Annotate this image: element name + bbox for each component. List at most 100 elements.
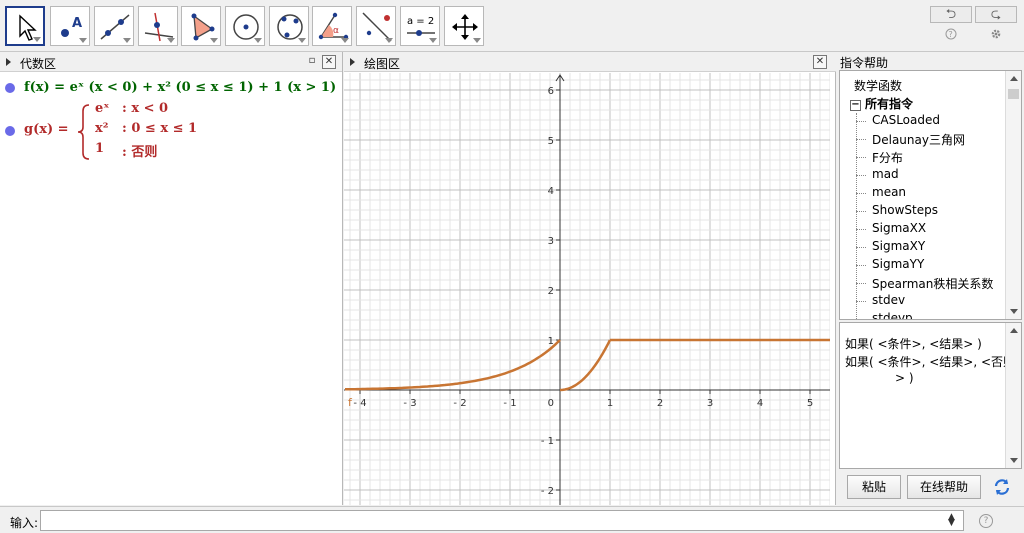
perpendicular-tool[interactable] [138,6,178,46]
y-tick-label: - 1 [541,436,554,447]
input-help-icon[interactable]: ? [979,514,993,528]
line-through-points-icon [100,14,130,40]
x-tick-label: - 1 [503,398,516,409]
slider-icon: a = 2 [407,16,435,36]
x-tick-label: 4 [757,398,763,409]
tree-item[interactable]: SigmaYY [872,257,925,271]
g-label: g(x) = [24,122,69,137]
x-tick-label: 1 [607,398,613,409]
point-tool[interactable]: A [50,6,90,46]
gear-icon[interactable] [989,28,1003,42]
y-tick-label: 2 [548,286,554,297]
scroll-down-icon[interactable] [1010,458,1018,463]
visibility-toggle[interactable] [5,126,15,136]
algebra-view: 代数区 ▫ ✕ f(x) = eˣ (x < 0) + x² (0 ≤ x ≤ … [0,52,343,505]
algebra-item-g[interactable]: g(x) = eˣ : x < 0 x² : 0 ≤ x ≤ 1 1 : 否则 [0,100,342,162]
refresh-icon[interactable] [992,477,1012,497]
input-history-icon[interactable]: ▲ ▼ [948,512,955,528]
scroll-up-icon[interactable] [1010,328,1018,333]
collapse-icon[interactable] [350,58,355,66]
tree-scrollbar[interactable] [1005,71,1021,319]
svg-text:a = 2: a = 2 [407,16,434,27]
tree-item[interactable]: 数学函数 [854,79,903,93]
redo-icon: ⮎ [990,7,1002,22]
move-tool[interactable] [5,6,45,46]
circle-center-icon [233,14,259,40]
undo-button[interactable]: ⮌ [930,6,972,23]
close-icon[interactable]: ✕ [322,55,336,69]
brace-icon [77,104,90,160]
polygon-icon [191,13,215,41]
tree-item[interactable]: Delaunay三角网 [872,133,965,147]
tree-item[interactable]: − 所有指令 [850,97,914,111]
algebra-header: 代数区 ▫ ✕ [0,52,342,72]
move-view-tool[interactable] [444,6,484,46]
case-cond: : 0 ≤ x ≤ 1 [122,121,198,136]
tree-item[interactable]: SigmaXY [872,239,926,253]
angle-tool[interactable]: α [312,6,352,46]
tree-item[interactable]: CASLoaded [872,113,940,127]
command-help-panel: 指令帮助 数学函数 − 所有指令 CASLoaded Delaunay三角网 F分布 mad… [837,52,1024,505]
reflect-tool[interactable] [356,6,396,46]
tree-item[interactable]: mean [872,185,907,199]
y-tick-label: - 2 [541,486,554,497]
polygon-tool[interactable] [181,6,221,46]
tree-item[interactable]: stdevp [872,311,913,320]
case-cond: : 否则 [122,145,158,160]
x-tick-label: 3 [707,398,713,409]
tree-item[interactable]: mad [872,167,899,181]
collapse-icon[interactable] [6,58,11,66]
syntax-panel: 如果( <条件>, <结果> ) 如果( <条件>, <结果>, <否则 > ) [839,322,1022,469]
input-field[interactable] [40,510,964,531]
x-tick-label: 2 [657,398,663,409]
conic-tool[interactable] [269,6,309,46]
curve-label: f [348,396,353,409]
close-icon[interactable]: ✕ [813,55,827,69]
y-axis-arrow [555,74,565,82]
input-bar: 输入: ▲ ▼ ? [0,506,1024,533]
case-expr: x² [95,121,109,136]
x-tick-label: - 2 [453,398,466,409]
circle-tool[interactable] [225,6,265,46]
origin-label: 0 [548,398,554,409]
graphics-header: 绘图区 ✕ [344,52,836,72]
tree-item[interactable]: stdev [872,293,906,307]
plot-canvas[interactable]: - 4 - 3 - 2 - 1 1 2 3 4 5 - 2 - 1 1 2 3 4 5 6 0 f [344,73,830,505]
visibility-toggle[interactable] [5,83,15,93]
move-arrows-icon [452,14,478,40]
svg-text:?: ? [949,30,953,39]
help-icon[interactable]: ? [944,28,958,42]
scroll-down-icon[interactable] [1010,309,1018,314]
angle-icon: α [318,12,349,40]
reflect-line-icon [362,12,392,42]
case-expr: eˣ [95,101,110,116]
command-tree: 数学函数 − 所有指令 CASLoaded Delaunay三角网 F分布 mad mean S… [839,70,1022,320]
syntax-line: 如果( <条件>, <结果> ) [845,337,982,351]
curve-exp [345,339,561,391]
curve-square [559,339,612,392]
scroll-up-icon[interactable] [1010,76,1018,81]
redo-button[interactable]: ⮎ [975,6,1017,23]
collapse-icon[interactable]: − [850,99,861,111]
line-tool[interactable] [94,6,134,46]
tree-item[interactable]: SigmaXX [872,221,927,235]
slider-tool[interactable]: a = 2 [400,6,440,46]
syntax-scrollbar[interactable] [1005,323,1021,468]
scroll-thumb[interactable] [1008,89,1019,99]
algebra-item-f[interactable]: f(x) = eˣ (x < 0) + x² (0 ≤ x ≤ 1) + 1 (… [0,79,342,99]
toolbar: A α a = 2 [0,0,1024,52]
online-help-button[interactable]: 在线帮助 [907,475,981,499]
tree-item[interactable]: Spearman秩相关系数 [872,277,994,291]
syntax-line: > ) [895,371,914,385]
arrow-cursor-icon [19,14,37,41]
tree-item[interactable]: F分布 [872,151,903,165]
graphics-view: 绘图区 ✕ - 4 - 3 - 2 - 1 1 2 3 4 5 - 2 - 1 1 2 3 4 5 6 0 f [344,52,836,505]
tree-item[interactable]: ShowSteps [872,203,938,217]
undo-icon: ⮌ [945,7,957,22]
algebra-title: 代数区 [20,57,57,71]
y-tick-label: 6 [548,86,554,97]
paste-button[interactable]: 粘贴 [847,475,901,499]
undock-icon[interactable]: ▫ [308,55,316,66]
point-icon: A [61,16,82,37]
